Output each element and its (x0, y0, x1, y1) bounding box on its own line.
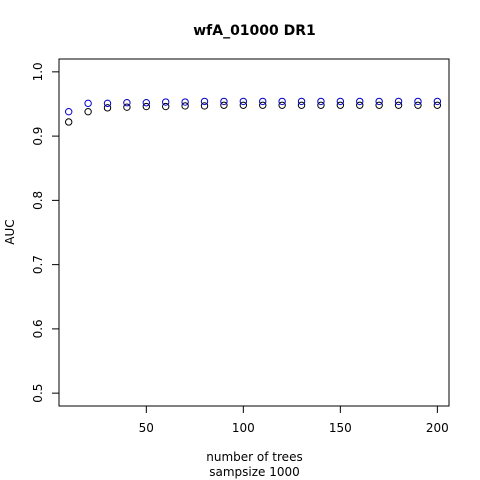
data-point-series-1 (375, 101, 383, 109)
data-point-series-1 (433, 101, 442, 109)
x-tick-label: 50 (139, 421, 154, 435)
data-point-series-1 (356, 101, 364, 109)
y-tick-label: 0.8 (31, 191, 45, 210)
data-point-series-1 (200, 102, 209, 110)
data-point-series-2 (103, 99, 112, 108)
data-point-series-1 (142, 102, 151, 111)
data-point-series-2 (433, 97, 442, 106)
data-point-series-2 (414, 97, 422, 106)
data-point-series-1 (181, 102, 189, 110)
data-point-series-1 (84, 107, 92, 116)
data-point-series-1 (220, 101, 228, 109)
y-tick-label: 0.6 (31, 319, 45, 338)
data-point-series-1 (259, 101, 267, 109)
y-tick-label: 1.0 (31, 62, 45, 81)
y-axis: 0.5 0.6 0.7 0.8 0.9 1.0 (31, 62, 60, 403)
data-point-series-1 (394, 101, 403, 109)
y-tick-label: 0.7 (31, 255, 45, 274)
data-point-series-1 (278, 101, 286, 109)
data-points (65, 97, 442, 126)
data-point-series-2 (259, 97, 267, 106)
data-point-series-1 (336, 101, 345, 109)
x-tick-label: 200 (426, 421, 449, 435)
data-point-series-1 (414, 101, 422, 109)
x-axis-sublabel: sampsize 1000 (209, 465, 300, 479)
data-point-series-2 (65, 107, 73, 116)
x-axis-label: number of trees (206, 450, 302, 464)
data-point-series-1 (103, 104, 112, 112)
data-point-series-2 (356, 97, 364, 106)
data-point-series-2 (297, 97, 306, 106)
data-point-series-2 (181, 98, 189, 106)
data-point-series-2 (336, 97, 345, 106)
data-point-series-2 (394, 97, 403, 106)
data-point-series-2 (162, 98, 170, 106)
data-point-series-2 (84, 99, 92, 108)
y-tick-label: 0.9 (31, 127, 45, 146)
data-point-series-2 (278, 97, 286, 106)
data-point-series-2 (317, 97, 325, 106)
data-point-series-1 (297, 101, 306, 109)
data-point-series-1 (317, 101, 325, 109)
data-point-series-1 (123, 103, 131, 111)
x-tick-label: 100 (232, 421, 255, 435)
data-point-series-1 (162, 102, 170, 111)
chart-title: wfA_01000 DR1 (193, 23, 316, 39)
x-axis: 50 100 150 200 (139, 405, 449, 435)
data-point-series-2 (123, 98, 131, 107)
data-point-series-2 (220, 97, 228, 106)
data-point-series-2 (142, 98, 151, 107)
data-point-series-1 (65, 118, 73, 126)
data-point-series-2 (375, 97, 383, 106)
data-point-series-2 (239, 97, 248, 106)
data-point-series-1 (239, 101, 248, 109)
x-tick-label: 150 (329, 421, 352, 435)
data-point-series-2 (200, 97, 209, 106)
plot-area-frame (58, 58, 450, 407)
y-axis-label: AUC (3, 219, 17, 244)
y-tick-label: 0.5 (31, 384, 45, 403)
